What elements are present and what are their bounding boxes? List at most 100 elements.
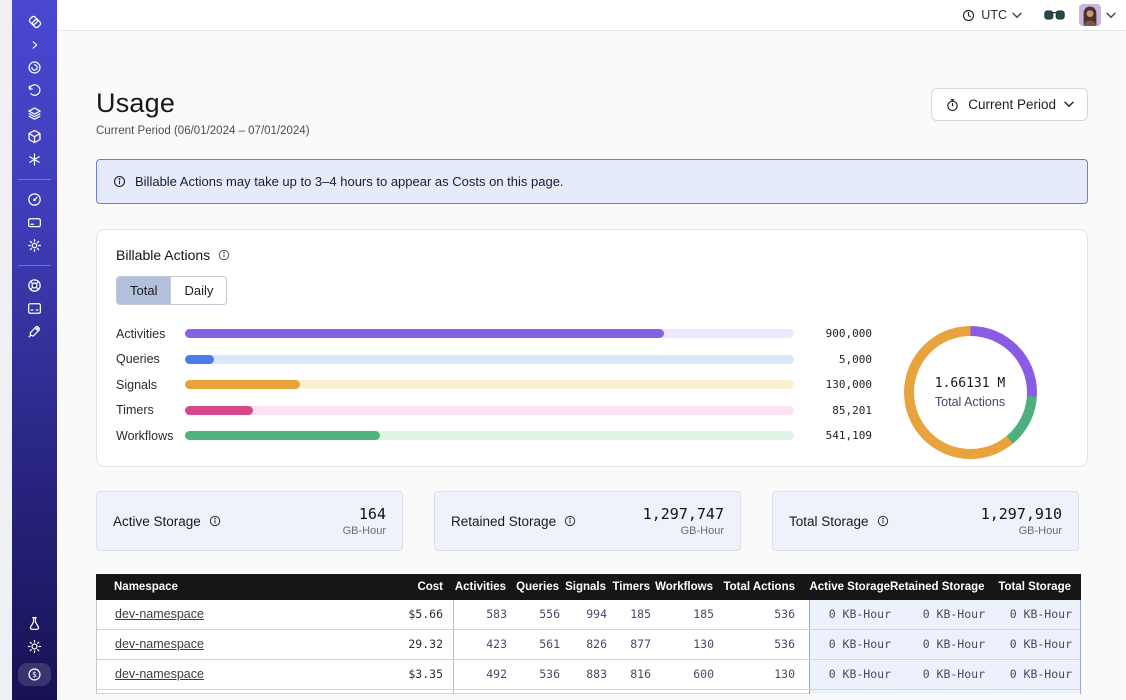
info-icon[interactable]	[208, 514, 222, 528]
bar-fill	[185, 431, 380, 441]
bar-track	[185, 380, 794, 390]
table-header-cell: Timers	[612, 581, 650, 593]
info-icon	[113, 175, 126, 188]
terminal-window-icon[interactable]	[12, 297, 57, 320]
retained_storage-cell: 0 KB-Hour	[891, 660, 985, 689]
table-header-cell: Activities	[454, 581, 506, 593]
sidebar-divider	[18, 265, 51, 266]
rocket-icon[interactable]	[12, 320, 57, 343]
activities-cell: 423	[486, 637, 507, 651]
timers-cell: 816	[630, 667, 651, 681]
bar-fill	[185, 329, 664, 339]
activities-cell	[454, 690, 507, 694]
period-button-label: Current Period	[968, 97, 1056, 112]
billing-card-icon[interactable]	[12, 211, 57, 234]
namespace-link[interactable]: dev-namespace	[115, 637, 204, 651]
gauge-icon[interactable]	[12, 188, 57, 211]
namespaces-spiral-icon[interactable]	[12, 56, 57, 79]
retained_storage-cell	[891, 690, 985, 694]
table-row: dev-namespace $3.35 492 536 883 816 600 130 0 KB…	[97, 660, 1080, 690]
workflows-cell	[651, 690, 714, 694]
timers-cell: 185	[630, 607, 651, 621]
temporal-logo-icon[interactable]	[12, 10, 57, 33]
page-title: Usage	[96, 88, 176, 118]
active-storage-value: 164	[358, 505, 386, 523]
period-dropdown-button[interactable]: Current Period	[931, 88, 1088, 121]
tab-total[interactable]: Total	[117, 277, 171, 304]
glasses-icon[interactable]	[1044, 9, 1065, 22]
life-buoy-icon[interactable]	[12, 274, 57, 297]
retained-storage-card: Retained Storage 1,297,747 GB-Hour	[434, 491, 741, 551]
queries-cell: 556	[539, 607, 560, 621]
sidebar-divider	[18, 179, 51, 180]
table-header-cell: Workflows	[655, 581, 713, 593]
cost-cell: $3.35	[345, 660, 454, 689]
active_storage-cell	[810, 690, 891, 694]
signals-cell	[560, 690, 607, 694]
asterisk-icon[interactable]	[12, 148, 57, 171]
sidebar: $	[12, 0, 57, 700]
chevron-down-icon	[1106, 12, 1116, 18]
svg-text:$: $	[32, 670, 37, 679]
info-icon[interactable]	[563, 514, 577, 528]
settings-gear-icon[interactable]	[12, 234, 57, 257]
donut-center: 1.66131 M Total Actions	[913, 336, 1027, 449]
table-row-partial	[97, 690, 1080, 694]
cost-cell	[345, 690, 454, 694]
queries-cell: 561	[539, 637, 560, 651]
retained-storage-value: 1,297,747	[642, 505, 724, 523]
table-header-cell: Total Storage	[998, 581, 1071, 593]
bar-fill	[185, 405, 253, 415]
timers-cell: 877	[630, 637, 651, 651]
timezone-label: UTC	[981, 8, 1007, 22]
signals-cell: 826	[586, 637, 607, 651]
bar-value: 130,000	[825, 378, 872, 392]
billable-bar-chart: Activities 900,000 Queries 5,000 Signals 130,…	[116, 327, 872, 457]
total_storage-cell	[985, 690, 1080, 694]
chevron-down-icon	[1012, 12, 1022, 18]
chevron-right-icon[interactable]	[12, 33, 57, 56]
retained-storage-unit: GB-Hour	[680, 525, 724, 537]
cube-icon[interactable]	[12, 125, 57, 148]
tab-daily[interactable]: Daily	[170, 277, 227, 304]
total_actions-cell: 536	[714, 630, 810, 659]
bar-value: 541,109	[825, 429, 872, 443]
activities-cell: 583	[486, 607, 507, 621]
bar-fill	[185, 380, 301, 390]
namespace-link[interactable]: dev-namespace	[115, 607, 204, 621]
active_storage-cell: 0 KB-Hour	[810, 600, 891, 629]
usage-coin-icon[interactable]: $	[18, 663, 51, 686]
info-icon[interactable]	[876, 514, 890, 528]
page-subtitle: Current Period (06/01/2024 – 07/01/2024)	[96, 125, 310, 137]
retained-storage-label: Retained Storage	[451, 513, 557, 529]
lab-flask-icon[interactable]	[12, 612, 57, 635]
table-row: dev-namespace $5.66 583 556 994 185 185 536 0 KB…	[97, 600, 1080, 630]
total_storage-cell: 0 KB-Hour	[985, 600, 1080, 629]
info-icon[interactable]	[217, 248, 231, 262]
total-storage-label: Total Storage	[789, 513, 869, 529]
bar-value: 5,000	[838, 352, 872, 366]
active-storage-unit: GB-Hour	[342, 525, 386, 537]
bar-row: Timers 85,201	[116, 403, 872, 418]
bar-track	[185, 354, 794, 364]
bar-label: Timers	[116, 403, 154, 418]
table-header-cell: Cost	[417, 581, 443, 593]
layers-icon[interactable]	[12, 102, 57, 125]
namespace-link[interactable]: dev-namespace	[115, 667, 204, 681]
timers-cell	[607, 690, 651, 694]
cost-cell: 29.32	[345, 630, 454, 659]
total_storage-cell: 0 KB-Hour	[985, 630, 1080, 659]
total-storage-unit: GB-Hour	[1018, 525, 1062, 537]
history-rotate-icon[interactable]	[12, 79, 57, 102]
user-menu[interactable]	[1079, 4, 1116, 26]
active-storage-card: Active Storage 164 GB-Hour	[96, 491, 403, 551]
theme-sun-icon[interactable]	[12, 635, 57, 658]
bar-track	[185, 405, 794, 415]
bar-row: Workflows 541,109	[116, 428, 872, 443]
bar-value: 85,201	[832, 403, 872, 417]
timezone-selector[interactable]: UTC	[961, 8, 1022, 23]
table-header-cell: Total Actions	[723, 581, 795, 593]
bar-label: Workflows	[116, 428, 174, 443]
bar-row: Signals 130,000	[116, 378, 872, 392]
avatar[interactable]	[1079, 4, 1101, 26]
